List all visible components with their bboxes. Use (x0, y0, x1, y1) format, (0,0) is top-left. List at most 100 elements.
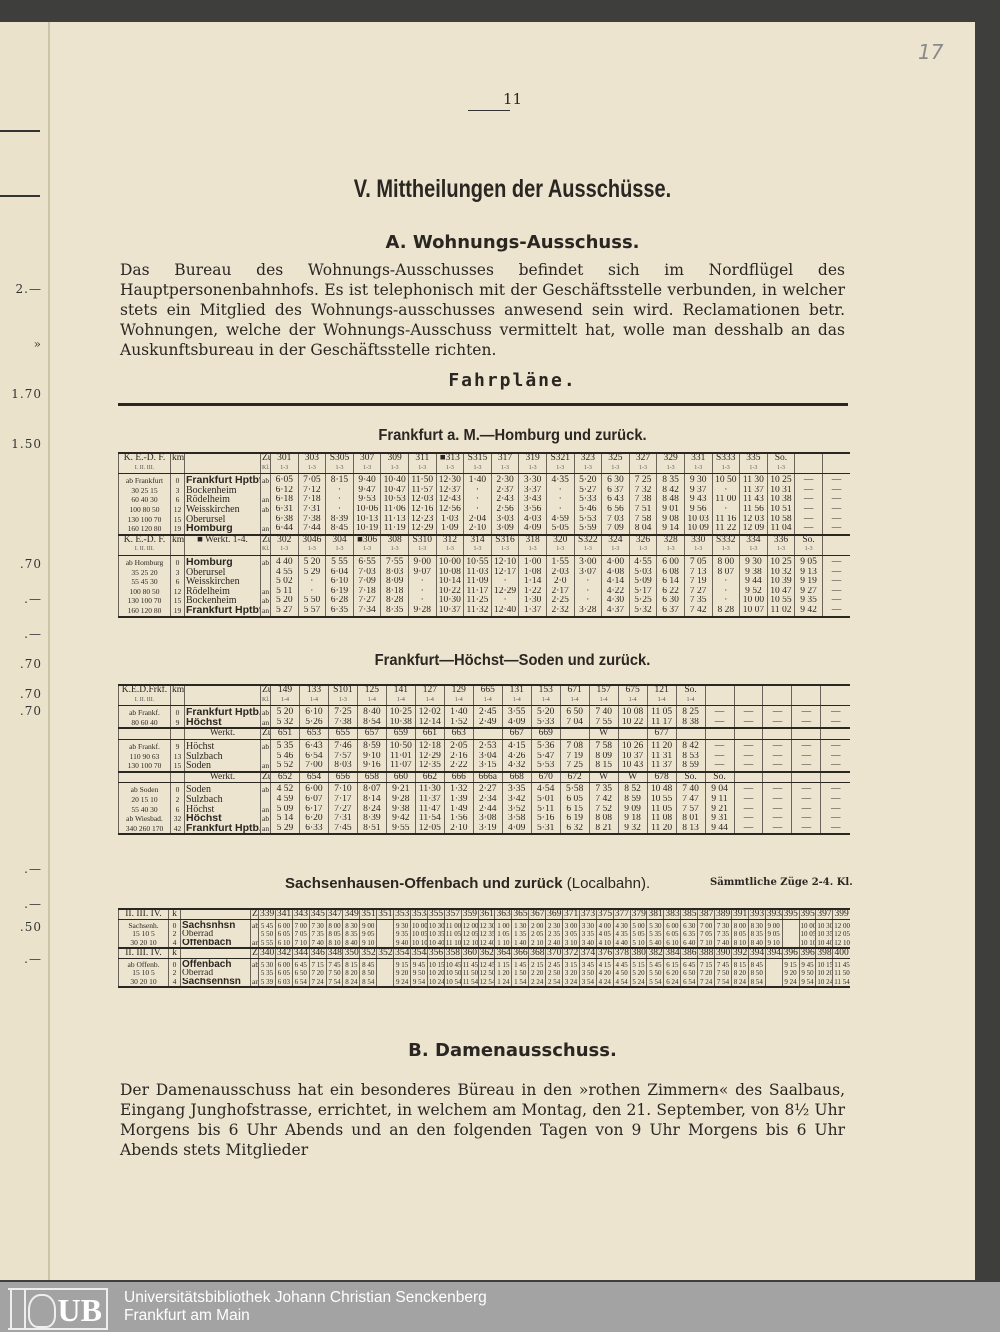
class-cell: 1-3 (270, 463, 299, 475)
time-cell: 6 50 (680, 969, 698, 978)
time-cell: 7 57 (675, 804, 706, 815)
time-cell: 5·46 (573, 504, 602, 515)
class-row: I. II. III. Kl. 1-3 1-3 1-3 1-3 1-3 1-3 1-3 1-3 1-… (118, 545, 850, 556)
time-cell: 5·59 (573, 524, 602, 536)
train-number: 304 (325, 534, 354, 546)
train-number: 357 (443, 909, 462, 920)
fare-cell: ab Homburg (118, 555, 171, 568)
train-number: 129 (443, 685, 474, 696)
train-number: 355 (426, 909, 445, 920)
station-name: Höchst (184, 739, 261, 752)
km-cell: 4 (168, 977, 181, 988)
train-number: 671 (559, 685, 590, 696)
time-cell: 9 30 (393, 919, 411, 930)
train-number: 381 (646, 909, 664, 920)
time-cell: 7·12 (297, 485, 326, 496)
time-cell: — (704, 705, 734, 718)
train-number: 141 (385, 685, 416, 696)
time-cell: 11 05 (443, 930, 462, 939)
time-cell: 8·39 (325, 514, 354, 525)
time-cell: 5 00 (629, 919, 647, 930)
time-cell: 2 10 (528, 938, 546, 949)
time-cell: 8 50 (747, 969, 766, 978)
arrival-departure-mark: an (250, 977, 259, 988)
time-cell: 8 07 (711, 567, 740, 578)
time-cell: — (820, 739, 850, 752)
library-name-line2: Frankfurt am Main (124, 1307, 250, 1324)
train-number (733, 728, 763, 740)
km-cell: 15 (170, 514, 185, 525)
time-cell: 6 19 (559, 814, 590, 824)
time-cell: 5·09 (628, 577, 657, 587)
time-cell: 7 15 (308, 958, 327, 969)
time-cell: 11 05 (646, 804, 677, 815)
time-cell: 11·06 (380, 504, 409, 515)
train-number: 653 (298, 728, 329, 740)
time-cell: 7·05 (297, 473, 326, 486)
km-cell: 32 (170, 814, 185, 824)
time-cell: 1 45 (511, 958, 529, 969)
time-cell: 7·03 (352, 567, 381, 578)
timetables-heading: Fahrpläne. (448, 370, 577, 391)
class-cell: 1-3 (380, 463, 409, 475)
time-cell: 5 02 (270, 577, 299, 587)
arrival-departure-mark: ab (250, 919, 259, 930)
time-cell: 5 09 (270, 804, 300, 815)
left-page-value: .70 (19, 704, 42, 718)
left-page-value: » (33, 337, 42, 351)
class-cell (794, 463, 823, 475)
time-cell: — (820, 717, 850, 730)
time-cell: 7 09 (601, 524, 630, 536)
time-cell: 6·18 (270, 495, 299, 505)
time-cell: · (463, 485, 492, 496)
train-number: 307 (352, 453, 381, 464)
table-row: 130 100 70 15 Oberursel 6·38 7·38 8·39 10·13 11… (118, 514, 850, 525)
fare-cell: 130 100 70 (118, 761, 171, 773)
time-cell: 8 01 (675, 814, 706, 824)
time-cell: 10 08 (617, 705, 648, 718)
train-number: ■306 (352, 534, 381, 546)
time-cell: 5 45 (258, 919, 276, 930)
class-cell: 1-3 (380, 545, 409, 556)
fare-cell: 30 20 10 (118, 977, 169, 988)
arrival-departure-mark (260, 567, 271, 578)
time-cell: 7·27 (327, 804, 358, 815)
time-cell: 2 45 (545, 958, 563, 969)
time-cell: 4 45 (612, 958, 631, 969)
time-cell: 11 50 (832, 969, 850, 978)
time-cell: 7·00 (298, 761, 329, 773)
time-cell: 1·55 (545, 555, 575, 568)
time-cell: 4 24 (595, 977, 614, 988)
train-number: 391 (730, 909, 749, 920)
train-number-row: II. III. IV.kZug-Nr.34034234434634835035… (118, 948, 850, 959)
time-cell: — (733, 782, 763, 795)
train-number: 324 (601, 534, 630, 546)
ub-logo: UB (8, 1288, 108, 1330)
train-number: 348 (325, 948, 343, 959)
time-cell: 4·26 (501, 751, 532, 762)
time-cell: 8 50 (359, 969, 377, 978)
kl-label: Kl. (260, 545, 271, 556)
time-cell: 12·37 (435, 485, 464, 496)
km-cell (170, 545, 185, 556)
time-cell (376, 919, 394, 930)
time-cell: 10 50 (711, 473, 740, 486)
arrival-departure-mark: ab (260, 596, 271, 606)
train-number: 351 (359, 909, 377, 920)
train-number: S101 (327, 685, 358, 696)
time-cell: 11·32 (463, 605, 492, 618)
time-cell: 8·59 (356, 739, 387, 752)
time-cell: 11·17 (463, 586, 492, 597)
arrival-departure-mark: an (260, 605, 271, 618)
time-cell: 9 44 (739, 577, 768, 587)
train-number: 351a (376, 909, 394, 920)
time-cell: 8·40 (356, 705, 387, 718)
time-cell: 6 05 (274, 930, 293, 939)
time-cell: 5·17 (628, 586, 657, 597)
time-cell: 5·01 (530, 794, 561, 805)
train-number: 395 (781, 909, 799, 920)
time-cell: 8 28 (711, 605, 740, 618)
station-name: Weisskirchen (184, 504, 261, 515)
train-number: So. (675, 771, 706, 784)
time-cell: 8 45 (359, 958, 377, 969)
